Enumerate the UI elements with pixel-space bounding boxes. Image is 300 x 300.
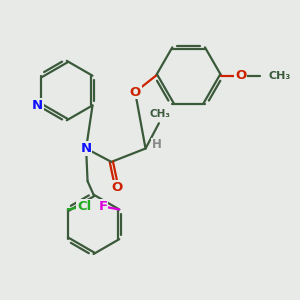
Text: H: H — [152, 138, 162, 152]
Text: CH₃: CH₃ — [150, 109, 171, 119]
Text: O: O — [235, 69, 246, 82]
Text: O: O — [111, 181, 122, 194]
Text: N: N — [32, 99, 43, 112]
Text: Cl: Cl — [77, 200, 91, 213]
Text: O: O — [130, 85, 141, 98]
Text: N: N — [80, 142, 92, 155]
Text: CH₃: CH₃ — [269, 71, 291, 81]
Text: F: F — [98, 200, 107, 213]
